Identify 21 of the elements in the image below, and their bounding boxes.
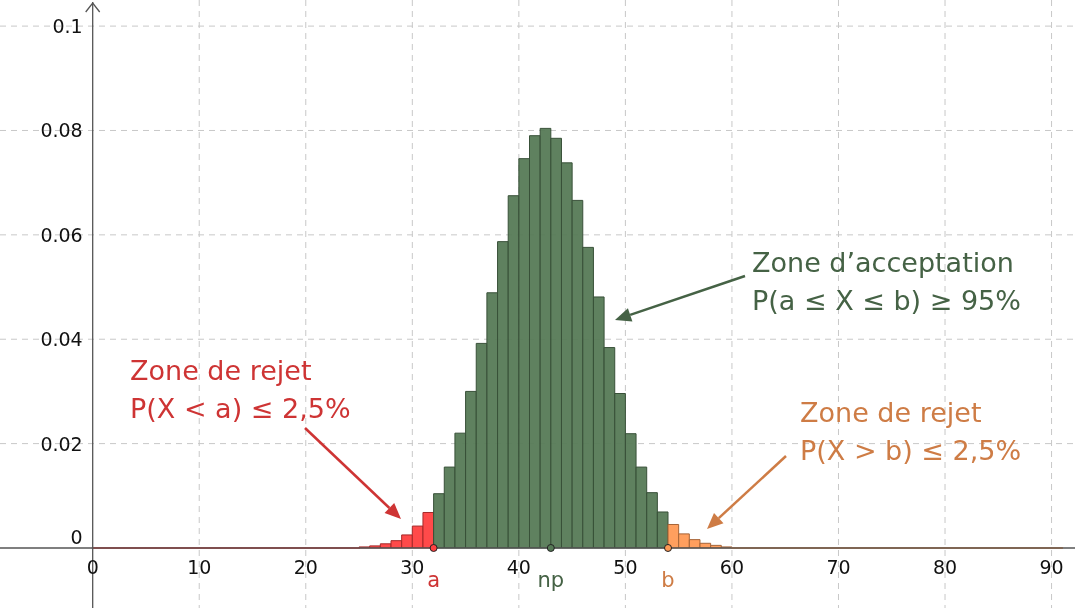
x-tick-label: 70 — [826, 555, 851, 578]
annotation: b — [661, 567, 675, 592]
x-tick-label: 20 — [293, 555, 318, 578]
annotation: a — [427, 567, 441, 592]
x-tick-label: 40 — [506, 555, 531, 578]
y-tick-label: 0.02 — [40, 432, 83, 455]
y-tick-label: 0.06 — [40, 223, 83, 246]
y-tick-label: 0 — [70, 525, 83, 548]
annotation: Zone de rejet P(X < a) ≤ 2,5% — [130, 355, 351, 424]
annotation: np — [537, 567, 565, 592]
x-tick-label: 80 — [932, 555, 958, 578]
annotation: Zone d’acceptation P(a ≤ X ≤ b) ≥ 95% — [752, 247, 1021, 316]
y-tick-label: 0.1 — [52, 15, 83, 38]
y-tick-label: 0.04 — [40, 328, 83, 351]
y-tick-label: 0.08 — [40, 119, 83, 142]
x-tick-label: 30 — [400, 555, 425, 578]
x-tick-label: 10 — [187, 555, 212, 578]
x-tick-label: 50 — [613, 555, 638, 578]
x-tick-label: 90 — [1039, 555, 1064, 578]
x-tick-label: 60 — [719, 555, 745, 578]
annotation: Zone de rejet P(X > b) ≤ 2,5% — [800, 397, 1022, 466]
